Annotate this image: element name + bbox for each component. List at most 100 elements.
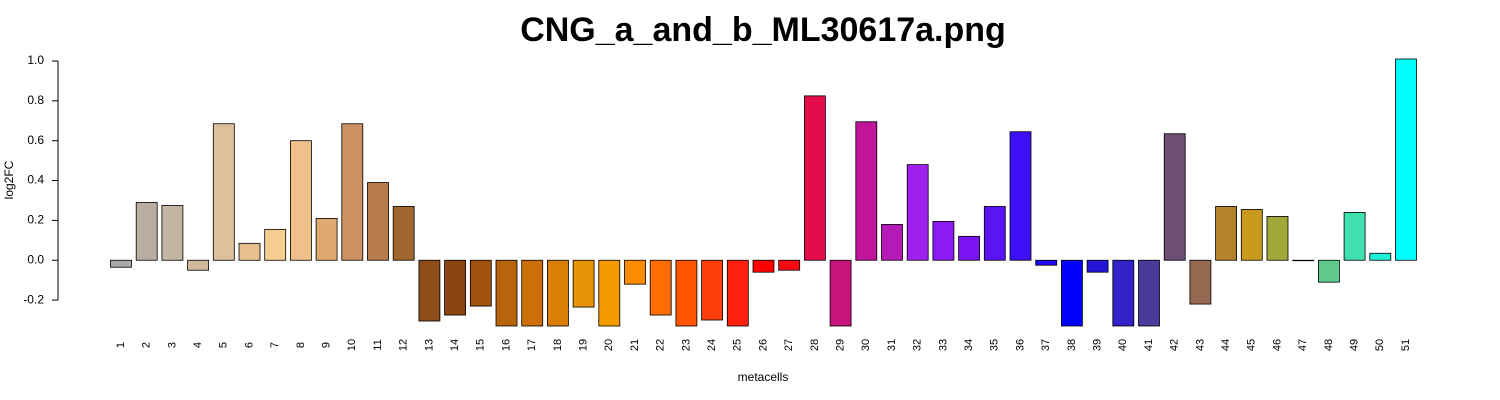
chart-title: CNG_a_and_b_ML30617a.png bbox=[520, 11, 1006, 49]
bar bbox=[932, 220, 955, 261]
x-tick-label: 25 bbox=[732, 339, 744, 351]
x-tick-label: 31 bbox=[886, 339, 898, 351]
x-tick-label: 2 bbox=[141, 342, 153, 348]
y-tick-label: 1.0 bbox=[27, 53, 44, 67]
bar bbox=[1369, 252, 1392, 261]
x-tick-label: 40 bbox=[1117, 339, 1129, 351]
x-tick-label: 12 bbox=[398, 339, 410, 351]
bar bbox=[547, 259, 569, 327]
x-tick-label: 43 bbox=[1194, 339, 1206, 351]
x-tick-label: 26 bbox=[757, 339, 769, 351]
x-tick-label: 20 bbox=[603, 339, 615, 351]
bar bbox=[1138, 259, 1160, 327]
bar bbox=[1112, 259, 1135, 327]
bar bbox=[829, 259, 852, 327]
bar bbox=[726, 259, 749, 327]
bar bbox=[1343, 212, 1366, 261]
bar bbox=[238, 242, 261, 261]
x-tick-label: 1 bbox=[115, 342, 127, 348]
x-tick-label: 17 bbox=[526, 339, 538, 351]
y-tick-label: 0.6 bbox=[27, 133, 44, 147]
bar bbox=[469, 259, 492, 307]
x-tick-label: 16 bbox=[500, 339, 512, 351]
bar bbox=[572, 259, 595, 308]
y-tick-label: 0.0 bbox=[27, 252, 44, 266]
x-tick-label: 51 bbox=[1400, 339, 1412, 351]
x-tick-label: 9 bbox=[321, 342, 333, 348]
bar bbox=[752, 259, 775, 273]
bar bbox=[624, 259, 646, 285]
bar bbox=[855, 121, 878, 261]
bar bbox=[649, 259, 672, 316]
bar bbox=[701, 259, 723, 321]
x-tick-label: 47 bbox=[1297, 339, 1309, 351]
bar bbox=[1163, 133, 1186, 261]
bar bbox=[212, 123, 235, 261]
bar bbox=[1009, 131, 1032, 261]
x-tick-label: 34 bbox=[963, 339, 975, 351]
x-tick-label: 32 bbox=[912, 339, 924, 351]
x-tick-label: 10 bbox=[346, 339, 358, 351]
x-tick-label: 19 bbox=[578, 339, 590, 351]
x-tick-label: 50 bbox=[1374, 339, 1386, 351]
x-tick-label: 4 bbox=[192, 342, 204, 348]
bar bbox=[315, 218, 338, 261]
x-tick-label: 13 bbox=[423, 339, 435, 351]
x-tick-label: 28 bbox=[809, 339, 821, 351]
x-tick-label: 36 bbox=[1014, 339, 1026, 351]
bar bbox=[1240, 209, 1263, 261]
bar bbox=[983, 206, 1006, 261]
bar bbox=[495, 259, 518, 327]
bar bbox=[1318, 259, 1340, 283]
bar bbox=[418, 259, 441, 322]
bar bbox=[135, 202, 158, 261]
x-tick-label: 33 bbox=[937, 339, 949, 351]
bar bbox=[1395, 58, 1417, 261]
x-tick-label: 6 bbox=[243, 342, 255, 348]
bar bbox=[1292, 259, 1315, 262]
bar bbox=[110, 259, 132, 268]
y-axis-label: log2FC bbox=[2, 160, 16, 199]
x-tick-label: 29 bbox=[835, 339, 847, 351]
bar bbox=[444, 259, 467, 316]
x-tick-label: 44 bbox=[1220, 339, 1232, 351]
bar bbox=[598, 259, 621, 327]
y-tick-label: -0.2 bbox=[23, 292, 44, 306]
bar bbox=[289, 140, 312, 261]
x-tick-label: 21 bbox=[629, 339, 641, 351]
bar bbox=[958, 235, 980, 261]
x-tick-label: 27 bbox=[783, 339, 795, 351]
bar bbox=[1189, 259, 1212, 305]
y-tick-label: 0.4 bbox=[27, 173, 44, 187]
bar bbox=[1086, 259, 1109, 273]
bar bbox=[264, 228, 287, 261]
bar bbox=[161, 205, 184, 261]
x-tick-label: 42 bbox=[1169, 339, 1181, 351]
x-tick-label: 48 bbox=[1323, 339, 1335, 351]
x-tick-label: 39 bbox=[1092, 339, 1104, 351]
x-tick-label: 23 bbox=[680, 339, 692, 351]
bar bbox=[804, 95, 826, 261]
x-tick-label: 3 bbox=[166, 342, 178, 348]
x-tick-label: 22 bbox=[655, 339, 667, 351]
bar bbox=[778, 259, 801, 271]
bar bbox=[881, 223, 903, 261]
bar bbox=[906, 164, 929, 261]
x-axis-label: metacells bbox=[738, 370, 789, 384]
x-tick-label: 41 bbox=[1143, 339, 1155, 351]
bar bbox=[367, 182, 389, 261]
bar bbox=[1061, 259, 1083, 327]
x-tick-label: 24 bbox=[706, 339, 718, 351]
bar bbox=[392, 206, 415, 261]
bar bbox=[675, 259, 698, 327]
x-tick-label: 7 bbox=[269, 342, 281, 348]
bar bbox=[521, 259, 544, 327]
x-tick-label: 45 bbox=[1246, 339, 1258, 351]
x-tick-label: 14 bbox=[449, 339, 461, 351]
x-tick-label: 18 bbox=[552, 339, 564, 351]
bar bbox=[1035, 259, 1058, 266]
x-tick-label: 5 bbox=[218, 342, 230, 348]
y-tick-label: 0.2 bbox=[27, 213, 44, 227]
x-tick-label: 46 bbox=[1271, 339, 1283, 351]
